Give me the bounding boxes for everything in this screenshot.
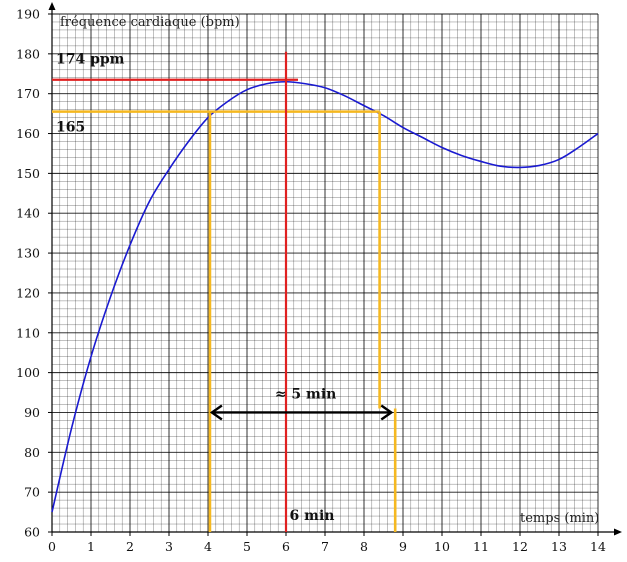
y-tick-label: 160 <box>16 126 40 141</box>
level-label: 165 <box>56 120 85 136</box>
x-tick-label: 6 <box>282 539 290 554</box>
y-tick-label: 170 <box>16 86 40 101</box>
grid <box>51 13 599 533</box>
duration-arrow-head-right <box>380 404 394 421</box>
x-axis-title: temps (min) <box>520 511 599 526</box>
x-tick-label: 1 <box>87 539 95 554</box>
y-tick-label: 120 <box>16 285 40 300</box>
x-tick-label: 2 <box>126 539 134 554</box>
y-tick-label: 150 <box>16 166 40 181</box>
x-tick-label: 13 <box>551 539 567 554</box>
time-label: 6 min <box>290 508 335 524</box>
duration-label: ≈ 5 min <box>275 386 337 402</box>
curve-layer <box>51 80 599 513</box>
x-tick-label: 3 <box>165 539 173 554</box>
y-tick-label: 70 <box>24 485 40 500</box>
y-tick-label: 100 <box>16 365 40 380</box>
y-axis-title: fréquence cardiaque (bpm) <box>60 15 240 30</box>
x-tick-label: 0 <box>48 539 56 554</box>
y-tick-label: 60 <box>24 525 40 540</box>
x-tick-label: 8 <box>360 539 368 554</box>
x-tick-label: 11 <box>473 539 489 554</box>
x-tick-label: 7 <box>321 539 329 554</box>
x-tick-label: 12 <box>512 539 528 554</box>
y-tick-label: 110 <box>16 325 40 340</box>
x-tick-label: 4 <box>204 539 212 554</box>
peak-label: 174 ppm <box>56 52 125 68</box>
y-tick-label: 90 <box>24 405 40 420</box>
x-tick-label: 9 <box>399 539 407 554</box>
x-axis-arrowhead <box>614 528 622 536</box>
x-tick-label: 5 <box>243 539 251 554</box>
y-tick-label: 190 <box>16 7 40 22</box>
y-tick-label: 80 <box>24 445 40 460</box>
tick-labels: 0 1 2 3 4 5 6 7 8 9 10 11 12 13 1460708090100110120130… <box>16 7 606 555</box>
annotations: 174 ppm 165 ≈ 5 min 6 min <box>52 51 397 532</box>
x-tick-label: 14 <box>590 539 606 554</box>
y-axis-arrowhead <box>48 2 56 10</box>
x-tick-label: 10 <box>434 539 450 554</box>
axes <box>48 2 622 536</box>
heart-rate-curve <box>51 80 599 513</box>
y-tick-label: 180 <box>16 46 40 61</box>
duration-arrow-head-left <box>209 404 223 421</box>
y-tick-label: 130 <box>16 246 40 261</box>
y-tick-label: 140 <box>16 206 40 221</box>
